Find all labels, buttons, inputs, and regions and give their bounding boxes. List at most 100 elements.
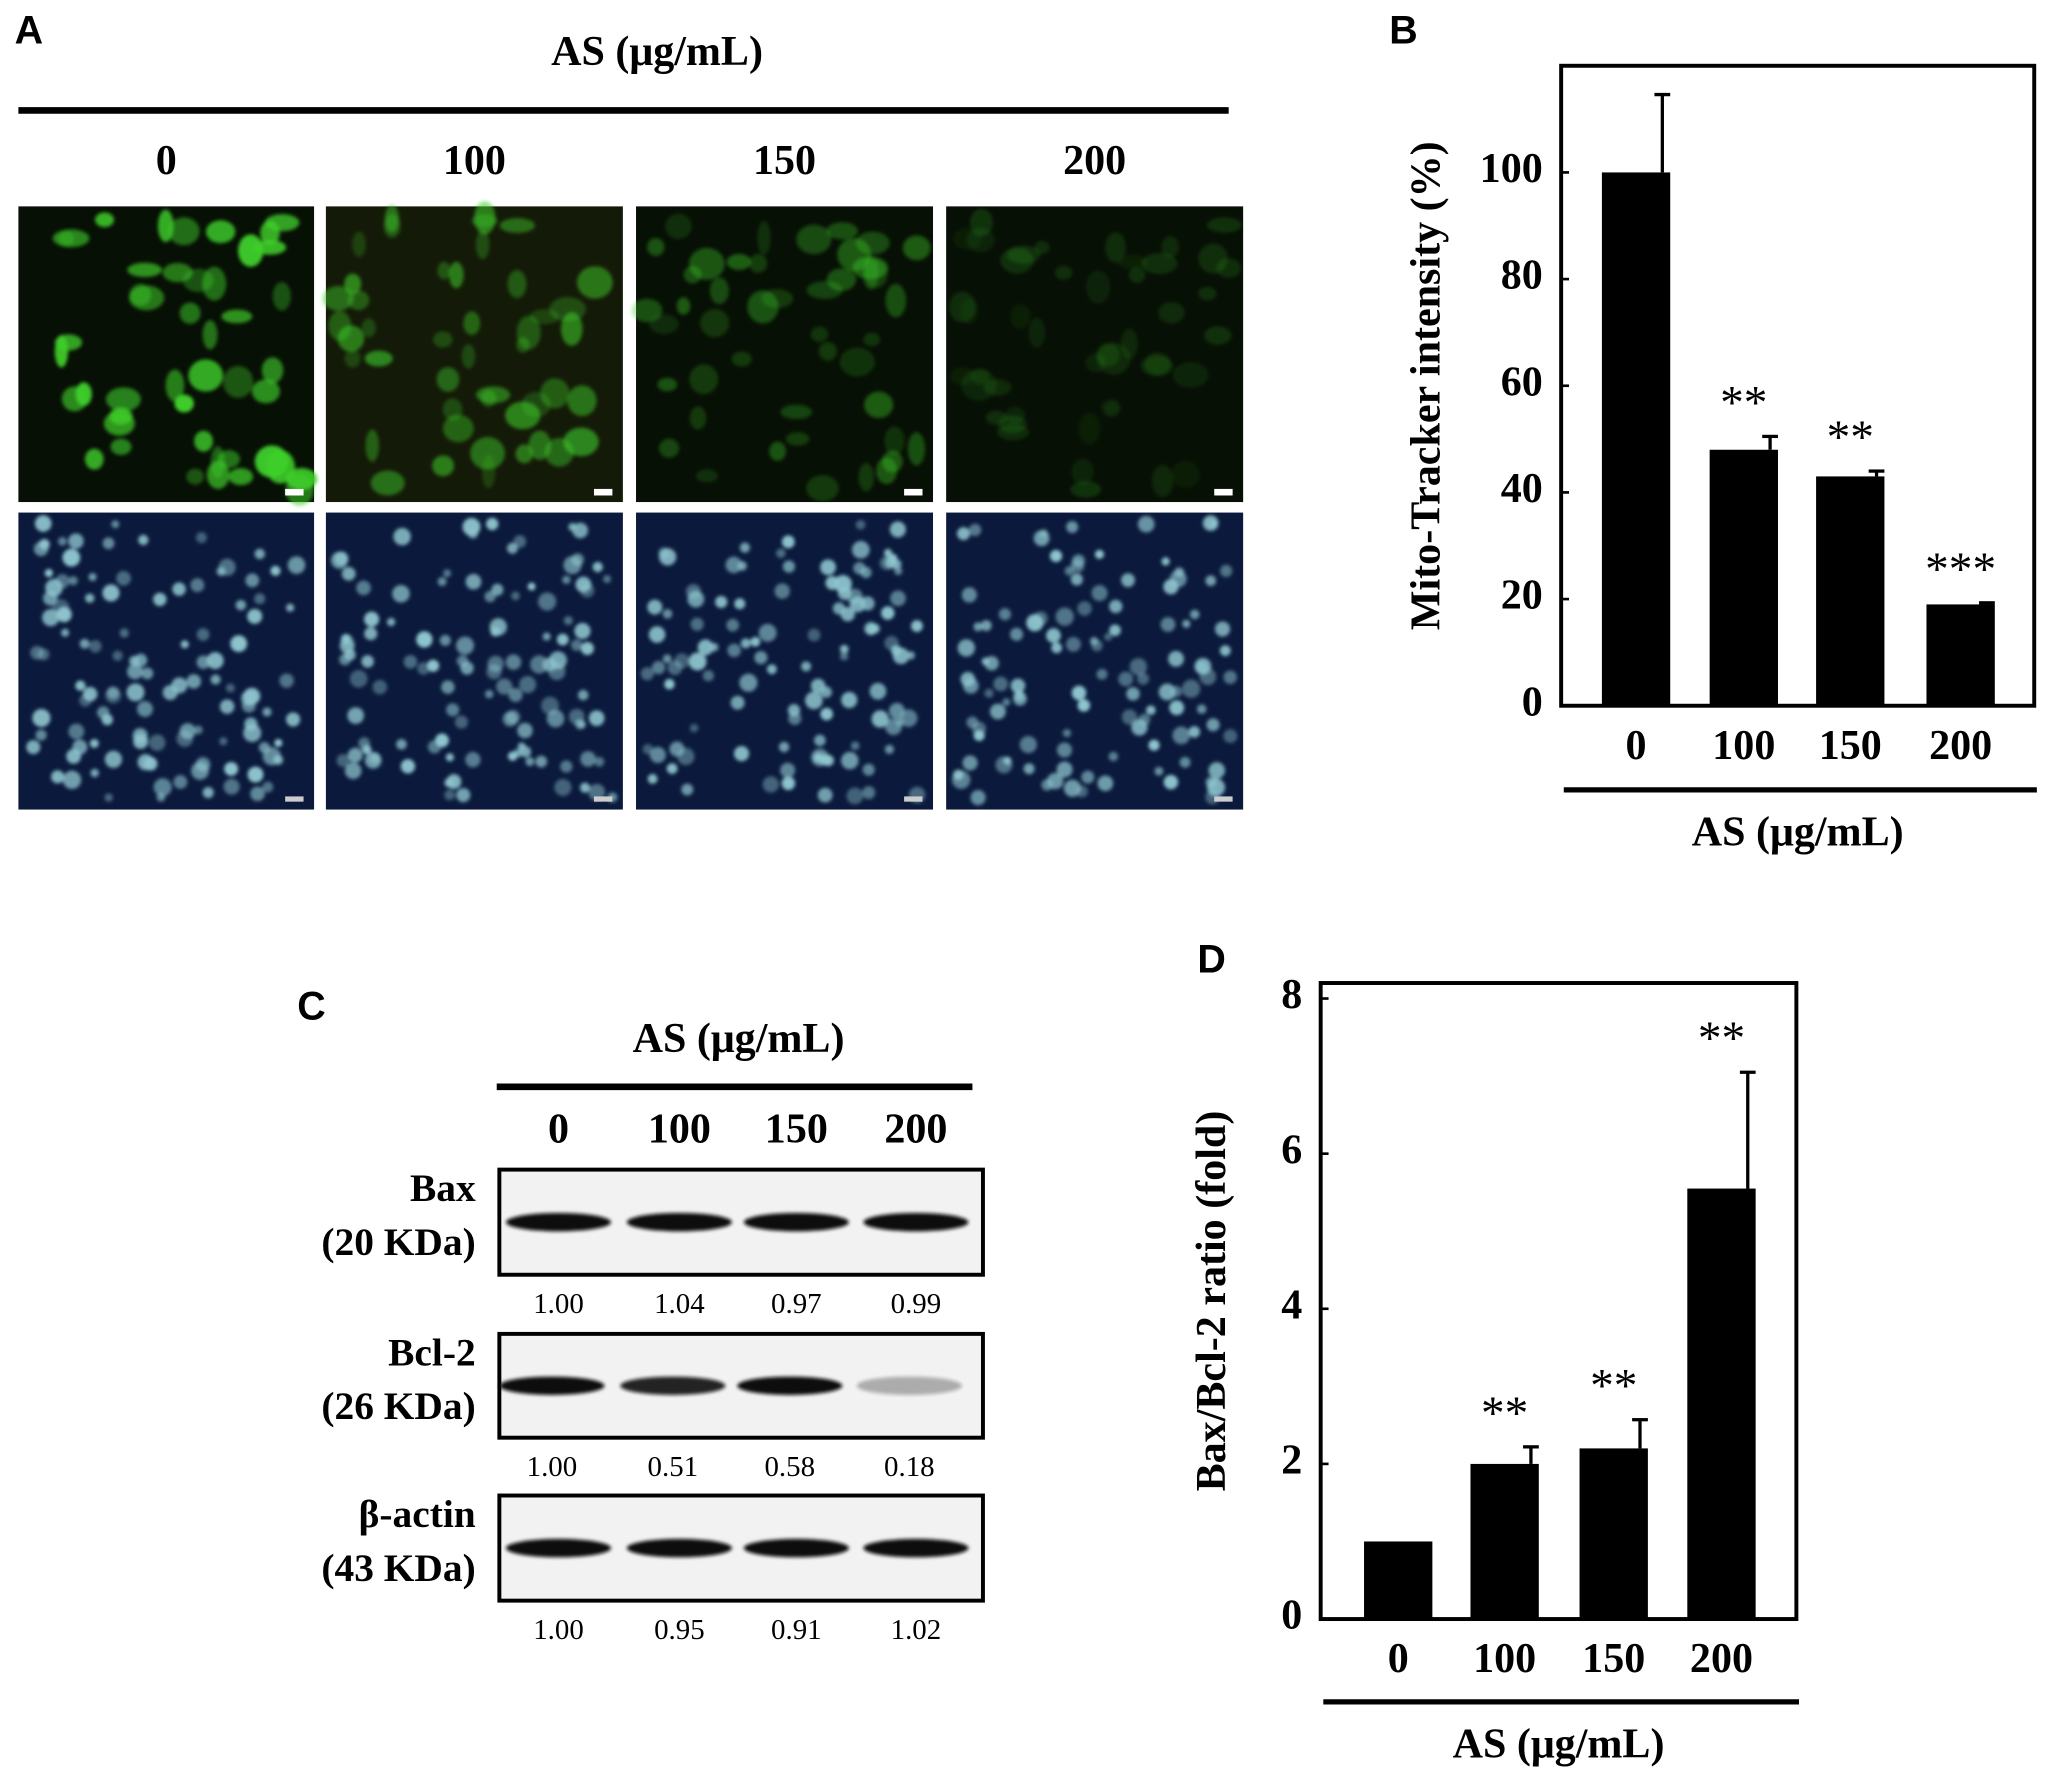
cell xyxy=(223,365,254,398)
cell xyxy=(436,367,460,392)
nucleus xyxy=(33,541,49,557)
cell xyxy=(960,298,979,324)
band xyxy=(737,1376,843,1395)
nucleus xyxy=(102,537,115,550)
cell xyxy=(688,247,725,280)
cell xyxy=(731,351,752,367)
protein-size: (26 KDa) xyxy=(321,1384,475,1428)
nucleus xyxy=(193,725,203,735)
nucleus xyxy=(116,571,131,586)
nucleus xyxy=(396,738,407,750)
density-value: 0.51 xyxy=(648,1451,699,1483)
nucleus xyxy=(186,674,202,689)
nucleus xyxy=(957,639,976,657)
nucleus xyxy=(68,533,84,549)
nucleus xyxy=(105,687,122,704)
band xyxy=(626,1538,732,1558)
nucleus xyxy=(1208,762,1226,779)
cell xyxy=(576,266,613,299)
cell xyxy=(463,311,481,336)
nucleus xyxy=(1163,774,1179,790)
nucleus xyxy=(196,655,211,669)
cell xyxy=(442,414,474,443)
nucleus xyxy=(62,548,81,567)
nucleus xyxy=(37,648,50,661)
nucleus xyxy=(989,703,1006,720)
protein-name: Bcl-2 xyxy=(388,1330,476,1374)
nucleus xyxy=(659,548,677,566)
nucleus xyxy=(44,568,53,578)
nucleus xyxy=(662,608,673,619)
nucleus xyxy=(1055,607,1074,626)
scale-bar xyxy=(1214,796,1233,802)
y-axis-label: Bax/Bcl-2 ratio (fold) xyxy=(1189,1111,1235,1492)
nucleus xyxy=(787,704,801,717)
nucleus xyxy=(841,751,859,770)
nucleus xyxy=(778,741,790,753)
column-label: 200 xyxy=(1063,138,1126,184)
nucleus xyxy=(1169,700,1185,716)
significance: *** xyxy=(1925,544,1996,596)
nucleus xyxy=(1182,619,1191,628)
nucleus xyxy=(846,787,864,805)
nucleus xyxy=(1161,557,1170,566)
significance: ** xyxy=(1698,1013,1745,1065)
nucleus xyxy=(980,620,992,632)
nucleus xyxy=(274,738,283,747)
nucleus xyxy=(1104,632,1113,641)
cell xyxy=(1140,355,1174,377)
x-tick-label: 100 xyxy=(1473,1636,1536,1682)
cell xyxy=(179,302,201,324)
nucleus xyxy=(243,723,262,743)
nucleus xyxy=(517,722,533,739)
nucleus xyxy=(892,647,910,665)
cell xyxy=(700,308,730,338)
cell xyxy=(471,214,498,228)
column-label: 150 xyxy=(765,1106,828,1152)
nucleus xyxy=(467,528,479,539)
nucleus xyxy=(1223,670,1237,684)
cell xyxy=(826,268,857,291)
cell xyxy=(105,387,141,412)
x-tick-label: 100 xyxy=(1712,723,1775,769)
nucleus xyxy=(245,573,260,588)
cell xyxy=(272,282,291,311)
nucleus xyxy=(364,611,380,627)
nucleus xyxy=(681,783,694,796)
cell xyxy=(563,427,599,457)
nucleus xyxy=(191,761,209,780)
nucleus xyxy=(262,781,274,793)
nucleus xyxy=(841,691,858,709)
cell xyxy=(689,364,719,395)
column-label: 200 xyxy=(884,1106,947,1152)
cell xyxy=(437,261,451,280)
cell xyxy=(84,448,104,470)
bar xyxy=(1470,1463,1539,1620)
nucleus xyxy=(336,753,350,768)
nucleus xyxy=(689,723,699,733)
cell xyxy=(432,455,455,477)
cell xyxy=(165,369,185,402)
nucleus xyxy=(58,537,67,546)
nucleus xyxy=(507,751,518,761)
nucleus xyxy=(1077,601,1092,616)
nucleus xyxy=(356,580,371,596)
nucleus xyxy=(417,662,430,675)
nucleus xyxy=(219,737,228,746)
x-axis-label: AS (μg/mL) xyxy=(1453,1721,1665,1767)
nucleus xyxy=(153,778,172,797)
nucleus xyxy=(776,548,786,558)
nuclei xyxy=(951,515,1238,806)
band xyxy=(863,1212,969,1232)
nucleus xyxy=(563,556,582,575)
cell xyxy=(344,273,362,295)
y-tick-label: 2 xyxy=(1281,1438,1302,1484)
nucleus xyxy=(68,576,78,586)
cell xyxy=(365,429,380,462)
nucleus xyxy=(972,721,986,736)
nucleus xyxy=(546,709,565,728)
cell xyxy=(515,444,533,464)
nucleus xyxy=(270,565,281,576)
bar xyxy=(1709,449,1778,706)
cell xyxy=(1171,460,1200,488)
